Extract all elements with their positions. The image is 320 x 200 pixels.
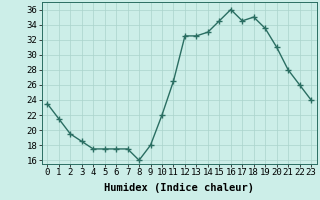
- X-axis label: Humidex (Indice chaleur): Humidex (Indice chaleur): [104, 183, 254, 193]
